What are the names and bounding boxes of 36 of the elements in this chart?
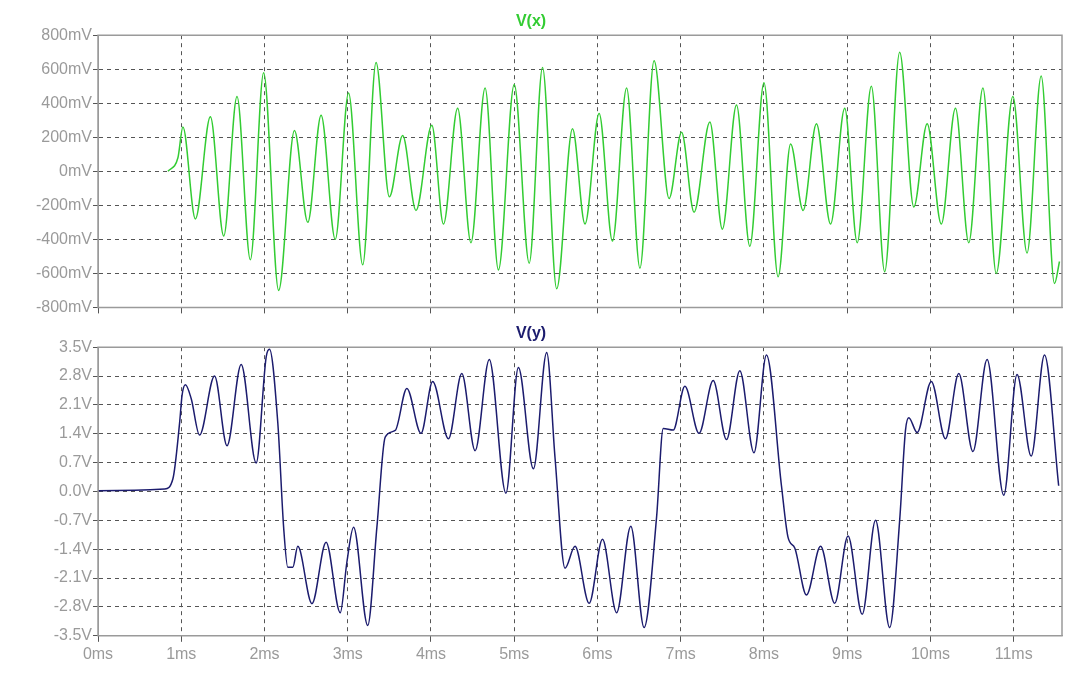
y-tick-label: 200mV — [41, 127, 93, 145]
y-tick-label: -2.8V — [53, 597, 93, 615]
x-tick-label: 5ms — [499, 644, 530, 662]
chart-title: V(x) — [515, 12, 547, 30]
y-tick-label: -800mV — [35, 297, 93, 315]
x-tick-label: 1ms — [166, 644, 197, 662]
y-tick-label: -1.4V — [53, 539, 93, 557]
y-tick-label: -200mV — [35, 195, 93, 213]
y-tick-label: -3.5V — [53, 626, 93, 644]
y-tick-label: -0.7V — [53, 510, 93, 528]
line-series — [167, 51, 1061, 292]
y-tick-label: 0mV — [59, 161, 93, 179]
y-tick-label: 0.0V — [59, 481, 93, 499]
x-tick-label: 4ms — [415, 644, 447, 662]
x-tick-label: 10ms — [910, 644, 951, 662]
y-tick-label: -600mV — [35, 263, 93, 281]
y-tick-label: 400mV — [41, 93, 93, 111]
y-tick-label: 2.1V — [59, 395, 93, 413]
y-tick-label: 0.7V — [59, 453, 93, 471]
x-tick-label: 8ms — [748, 644, 780, 662]
y-tick-label: 800mV — [41, 25, 93, 43]
line-series — [98, 348, 1060, 629]
x-tick-label: 3ms — [332, 644, 363, 662]
x-tick-label: 2ms — [249, 644, 280, 662]
chart-title: V(y) — [515, 324, 547, 342]
y-tick-label: -400mV — [35, 229, 93, 247]
y-tick-label: -2.1V — [53, 568, 93, 586]
y-tick-label: 3.5V — [59, 337, 93, 355]
y-tick-label: 600mV — [41, 59, 93, 77]
x-tick-label: 6ms — [582, 644, 613, 662]
x-tick-label: 11ms — [994, 644, 1033, 662]
x-tick-label: 7ms — [665, 644, 696, 662]
y-tick-label: 2.8V — [59, 366, 93, 384]
x-tick-label: 9ms — [832, 644, 863, 662]
x-tick-label: 0ms — [82, 644, 114, 662]
y-tick-label: 1.4V — [59, 424, 93, 442]
